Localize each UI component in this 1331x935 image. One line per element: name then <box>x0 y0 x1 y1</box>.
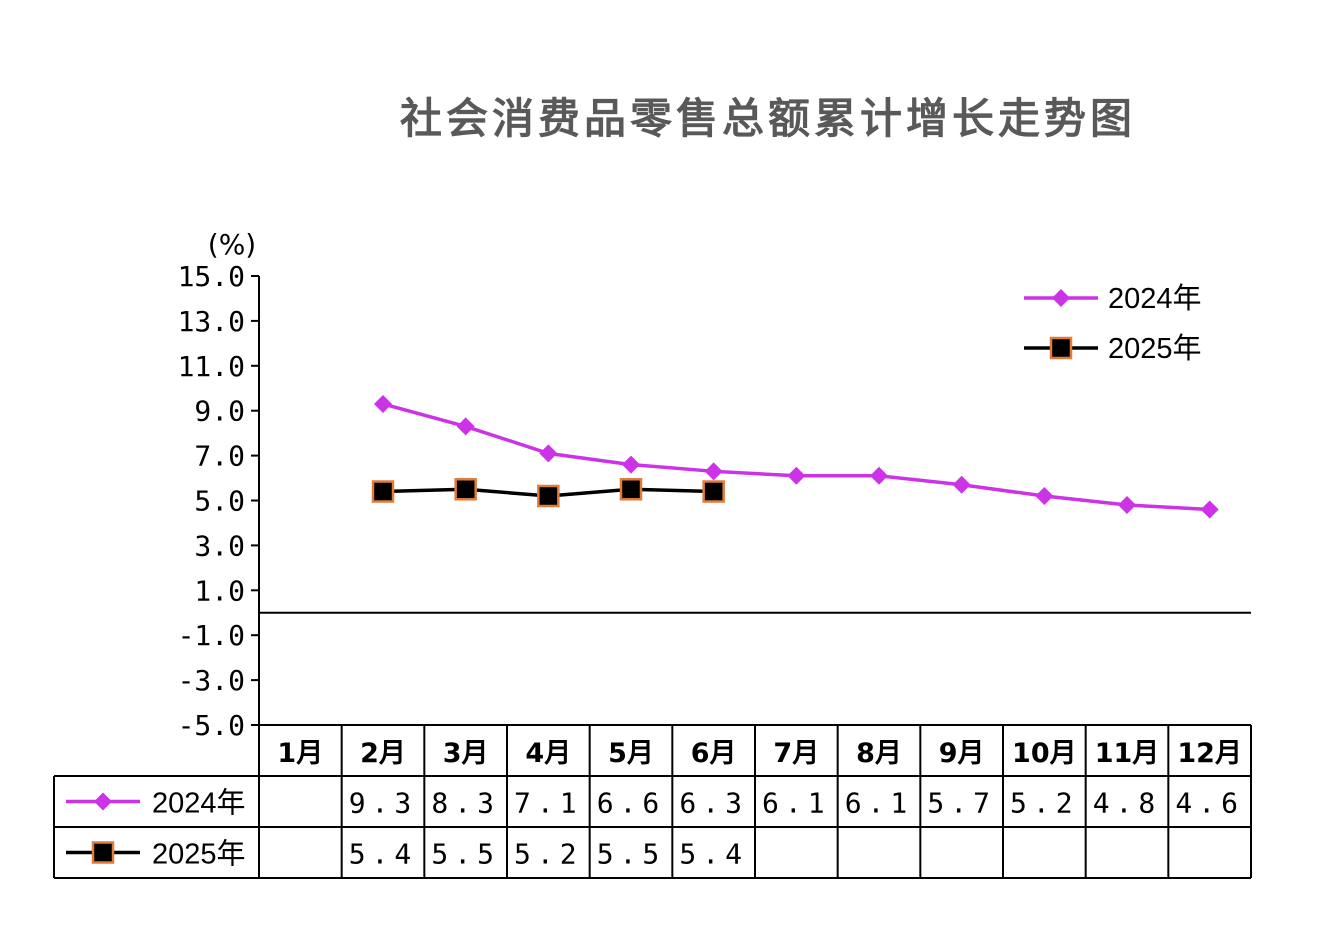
data-point <box>454 478 477 501</box>
data-point <box>619 478 643 501</box>
x-category-label: 3月 <box>443 738 489 769</box>
table-legend-marker-1 <box>91 841 115 864</box>
y-tick-label: -5.0 <box>178 709 245 742</box>
x-category-label: 6月 <box>691 738 737 769</box>
x-category-label: 8月 <box>856 738 902 769</box>
legend: 2024年 2025年 <box>1024 282 1202 365</box>
data-point <box>539 444 558 463</box>
table-value-cell: 5.2 <box>514 838 583 871</box>
data-table: 1月 2月 3月 4月 5月 6月 7月 8月 9月 10月 11月 12月 2024年 9.3 8.3 7.… <box>53 724 1252 879</box>
table-value-cell: 5.2 <box>1010 787 1079 820</box>
y-tick-label: 9.0 <box>194 395 245 428</box>
data-point <box>704 462 723 481</box>
data-point <box>537 484 560 508</box>
data-point <box>371 480 395 503</box>
legend-marker-0 <box>1052 289 1070 307</box>
data-point <box>374 394 392 413</box>
data-point <box>1118 495 1136 514</box>
table-legend-marker-0 <box>94 792 112 811</box>
table-value-cell: 4.8 <box>1093 787 1162 820</box>
y-tick-label: 15.0 <box>178 260 245 293</box>
table-value-cell: 5.7 <box>927 787 996 820</box>
data-point <box>952 475 971 494</box>
axes: 15.0 13.0 11.0 9.0 7.0 5.0 3.0 1.0 -1.0 -3.0 -5.0 <box>178 260 1251 742</box>
y-tick-label: 13.0 <box>178 305 245 338</box>
data-point <box>870 466 888 485</box>
x-category-label: 5月 <box>608 738 654 769</box>
plot-area <box>371 394 1219 519</box>
y-tick-label: 5.0 <box>194 485 245 518</box>
table-value-cell: 6.1 <box>845 787 914 820</box>
x-category-label: 10月 <box>1012 738 1077 769</box>
table-value-cell: 9.3 <box>349 787 418 820</box>
data-point <box>456 417 475 436</box>
data-point <box>1200 500 1219 519</box>
data-point <box>702 480 725 503</box>
table-value-cell: 5.4 <box>679 838 748 871</box>
data-point <box>622 455 640 474</box>
legend-label-1: 2025年 <box>1108 332 1202 365</box>
y-axis-unit-label: (%) <box>208 228 256 261</box>
data-point <box>1035 487 1054 506</box>
table-value-cell: 6.1 <box>762 787 831 820</box>
y-tick-label: 7.0 <box>194 440 245 473</box>
x-category-label: 7月 <box>773 738 819 769</box>
y-tick-label: 11.0 <box>178 350 245 383</box>
y-tick-label: 1.0 <box>194 574 245 607</box>
table-value-cell: 6.6 <box>597 787 666 820</box>
legend-marker-1 <box>1049 336 1073 360</box>
table-series-label-0: 2024年 <box>152 787 246 820</box>
y-tick-label: -1.0 <box>178 619 245 652</box>
table-value-cell: 7.1 <box>514 787 583 820</box>
x-category-label: 12月 <box>1177 738 1242 769</box>
y-tick-label: -3.0 <box>178 664 245 697</box>
x-category-label: 1月 <box>277 738 323 769</box>
x-category-label: 4月 <box>525 738 571 769</box>
table-value-cell: 5.4 <box>349 838 418 871</box>
x-category-label: 9月 <box>939 738 985 769</box>
table-value-cell: 5.5 <box>597 838 666 871</box>
table-series-label-1: 2025年 <box>152 838 246 871</box>
table-value-cell: 8.3 <box>431 787 500 820</box>
x-category-label: 11月 <box>1095 738 1160 769</box>
chart-title: 社会消费品零售总额累计增长走势图 <box>400 94 1136 143</box>
table-value-cell: 6.3 <box>679 787 748 820</box>
legend-label-0: 2024年 <box>1108 282 1202 315</box>
data-point <box>787 466 806 485</box>
table-value-cell: 5.5 <box>431 838 500 871</box>
y-tick-label: 3.0 <box>194 529 245 562</box>
table-value-cell: 4.6 <box>1175 787 1244 820</box>
x-category-label: 2月 <box>360 738 406 769</box>
